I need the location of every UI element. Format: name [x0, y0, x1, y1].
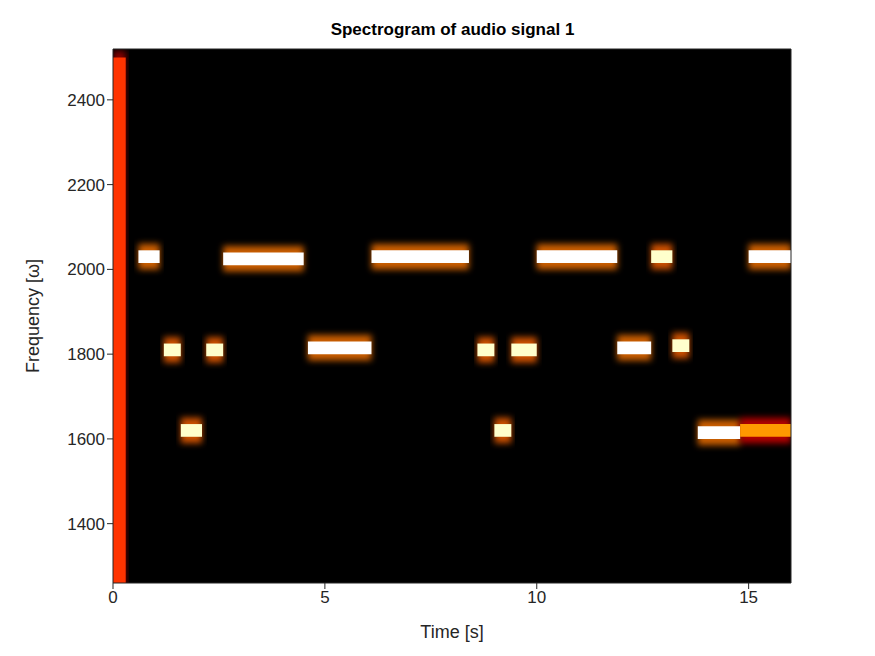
svg-text:Frequency [ω]: Frequency [ω]	[23, 259, 43, 373]
svg-text:0: 0	[108, 588, 117, 607]
svg-text:1800: 1800	[67, 345, 105, 364]
svg-text:2000: 2000	[67, 260, 105, 279]
svg-text:15: 15	[739, 588, 758, 607]
svg-text:10: 10	[527, 588, 546, 607]
svg-text:2400: 2400	[67, 91, 105, 110]
svg-text:Time [s]: Time [s]	[420, 622, 483, 642]
svg-text:2200: 2200	[67, 176, 105, 195]
svg-text:1600: 1600	[67, 430, 105, 449]
html-text:Spectrogram of audio signal 1: Spectrogram of audio signal 1	[330, 20, 575, 39]
svg-text:1400: 1400	[67, 515, 105, 534]
svg-text:5: 5	[320, 588, 329, 607]
